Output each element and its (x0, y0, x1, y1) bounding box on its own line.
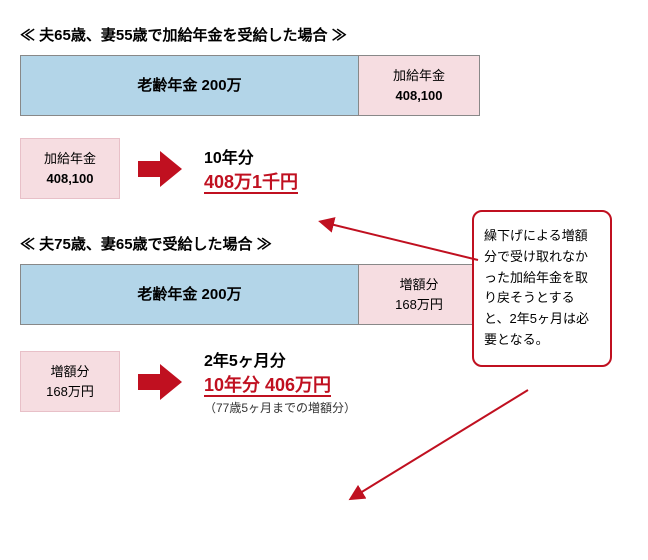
section2-result-line3: （77歳5ヶ月までの増額分） (204, 399, 356, 416)
arrow-icon (138, 151, 186, 187)
section1-heading: ≪ 夫65歳、妻55歳で加給年金を受給した場合 ≫ (20, 24, 628, 45)
section2-bar-extra-label: 増額分 (363, 275, 475, 295)
section2-bar: 老齢年金 200万 増額分 168万円 (20, 264, 480, 325)
section1-bar-extra: 加給年金 408,100 (359, 56, 479, 115)
section1-bar: 老齢年金 200万 加給年金 408,100 (20, 55, 480, 116)
section2-smallbox: 増額分 168万円 (20, 351, 120, 412)
section2-bar-extra: 増額分 168万円 (359, 265, 479, 324)
section1-result-line2: 408万1千円 (204, 172, 298, 194)
section2-bar-main: 老齢年金 200万 (21, 265, 359, 324)
section1-bar-main: 老齢年金 200万 (21, 56, 359, 115)
section1-row: 加給年金 408,100 10年分 408万1千円 (20, 138, 628, 199)
section1-result: 10年分 408万1千円 (204, 144, 298, 194)
callout-box: 繰下げによる増額分で受け取れなかった加給年金を取り戻そうとすると、2年5ヶ月は必… (472, 210, 612, 367)
section2-box-label: 増額分 (25, 362, 115, 382)
section1-result-line1: 10年分 (204, 144, 298, 168)
section1-smallbox: 加給年金 408,100 (20, 138, 120, 199)
arrow-icon (138, 364, 186, 400)
section2-bar-extra-value: 168万円 (395, 297, 443, 312)
section1-box-value: 408,100 (47, 171, 94, 186)
section2-result: 2年5ヶ月分 10年分 406万円 （77歳5ヶ月までの増額分） (204, 347, 356, 416)
section1-bar-extra-label: 加給年金 (363, 66, 475, 86)
section2-result-line1: 2年5ヶ月分 (204, 347, 356, 371)
section1-bar-extra-value: 408,100 (396, 88, 443, 103)
section1-box-label: 加給年金 (25, 149, 115, 169)
section2-box-value: 168万円 (46, 384, 94, 399)
section2-result-line2: 10年分 406万円 (204, 375, 331, 397)
